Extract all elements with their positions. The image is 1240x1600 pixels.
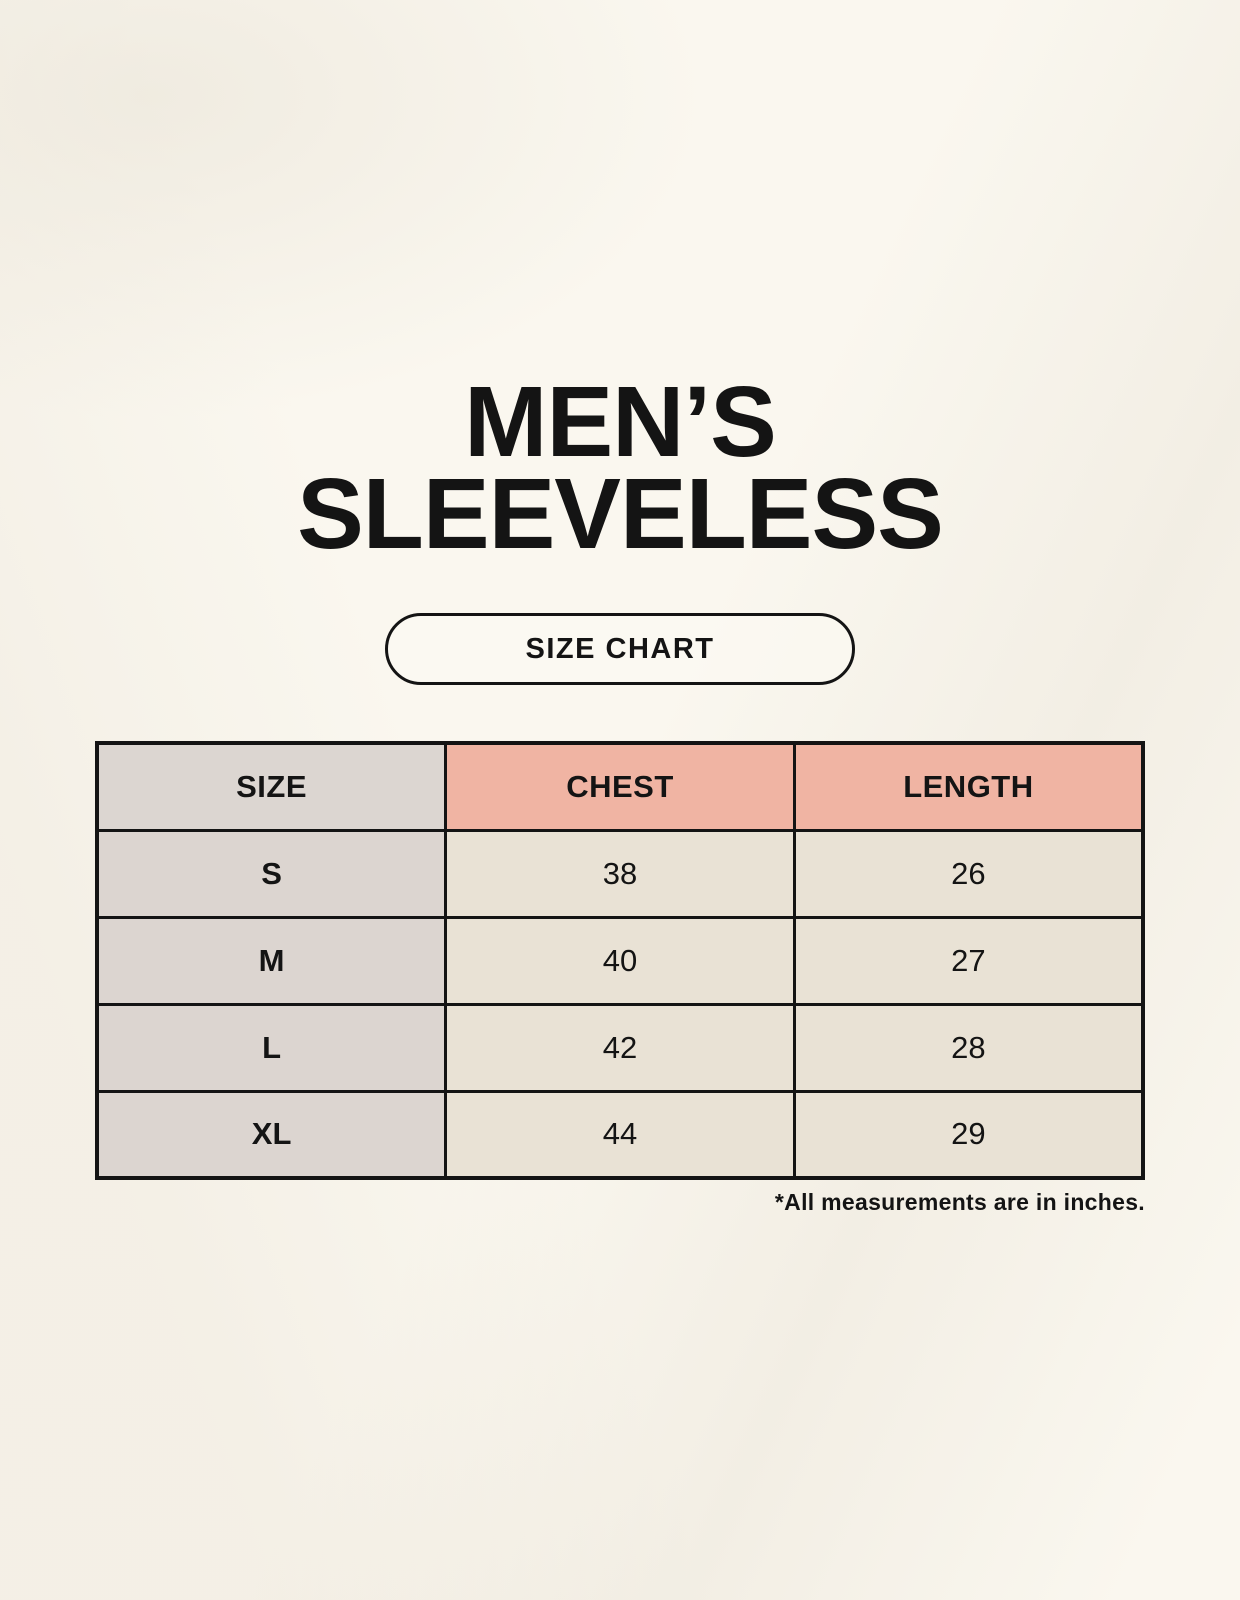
- column-header-size: SIZE: [95, 741, 448, 832]
- size-chart-table-container: SIZE CHEST LENGTH S 38 26 M 40 27 L: [95, 741, 1145, 1216]
- chest-cell: 42: [444, 1002, 796, 1093]
- table-row-s: S 38 26: [95, 828, 1145, 919]
- size-chart-table: SIZE CHEST LENGTH S 38 26 M 40 27 L: [95, 741, 1145, 1180]
- page-title-line-2: SLEEVELESS: [297, 458, 944, 570]
- length-cell: 29: [792, 1089, 1145, 1180]
- measurements-footnote: *All measurements are in inches.: [774, 1189, 1145, 1215]
- column-header-chest: CHEST: [444, 741, 796, 832]
- size-chart-badge-label: SIZE CHART: [525, 632, 715, 665]
- page-title-line-1: MEN’S: [464, 366, 777, 478]
- size-cell: L: [95, 1002, 448, 1093]
- table-header-row: SIZE CHEST LENGTH: [95, 741, 1145, 832]
- table-row-xl: XL 44 29: [95, 1089, 1145, 1180]
- column-header-length: LENGTH: [792, 741, 1145, 832]
- length-cell: 27: [792, 915, 1145, 1006]
- chest-cell: 40: [444, 915, 796, 1006]
- length-cell: 28: [792, 1002, 1145, 1093]
- length-cell: 26: [792, 828, 1145, 919]
- size-cell: S: [95, 828, 448, 919]
- chest-cell: 38: [444, 828, 796, 919]
- page-title: MEN’S SLEEVELESS: [0, 0, 1240, 570]
- size-chart-badge: SIZE CHART: [385, 613, 855, 685]
- table-row-m: M 40 27: [95, 915, 1145, 1006]
- table-row-l: L 42 28: [95, 1002, 1145, 1093]
- size-cell: M: [95, 915, 448, 1006]
- size-cell: XL: [95, 1089, 448, 1180]
- chest-cell: 44: [444, 1089, 796, 1180]
